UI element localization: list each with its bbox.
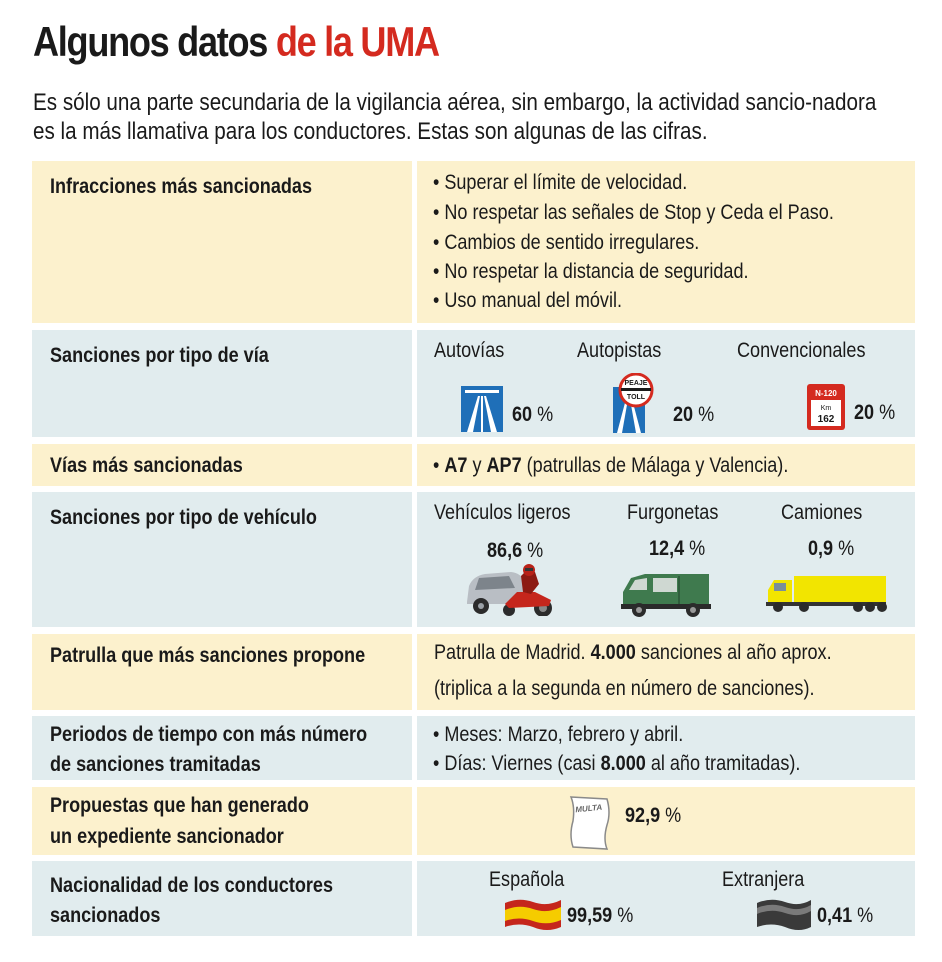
- row-nacionalidad: Nacionalidad de los conductores sanciona…: [32, 861, 915, 936]
- list-item: • Días: Viernes (casi 8.000 al año trami…: [433, 752, 801, 775]
- espanola-value: 99,59 %: [567, 904, 634, 927]
- extranjera-value: 0,41 %: [817, 904, 874, 927]
- convencionales-label: Convencionales: [737, 339, 866, 362]
- row-label: Infracciones más sancionadas: [50, 175, 312, 198]
- patrulla-line1: Patrulla de Madrid. 4.000 sanciones al a…: [434, 641, 832, 664]
- furgonetas-value: 12,4 %: [649, 537, 706, 560]
- page-title: Algunos datos de la UMA: [33, 18, 440, 66]
- highway-icon: [461, 386, 503, 432]
- title-accent: de la UMA: [275, 18, 440, 65]
- patrulla-line2: (triplica a la segunda en número de sanc…: [434, 677, 815, 700]
- list-item: • No respetar las señales de Stop y Ceda…: [433, 201, 834, 224]
- row-label: Periodos de tiempo con más número: [50, 723, 368, 746]
- convencionales-value: 20 %: [854, 401, 896, 424]
- road-sign-icon: N-120 Km 162: [807, 384, 845, 430]
- row-label-line2: un expediente sancionador: [50, 825, 284, 848]
- row-tipo-vehiculo: Sanciones por tipo de vehículo Vehículos…: [32, 492, 915, 627]
- autopistas-value: 20 %: [673, 403, 715, 426]
- list-item: • Uso manual del móvil.: [433, 289, 623, 312]
- truck-icon: [766, 576, 887, 612]
- propuestas-value: 92,9 %: [625, 804, 682, 827]
- autopistas-label: Autopistas: [577, 339, 662, 362]
- list-item: • Superar el límite de velocidad.: [433, 171, 688, 194]
- ticket-text: MULTA: [575, 803, 603, 815]
- row-periodos: Periodos de tiempo con más número de san…: [32, 716, 915, 780]
- autovias-label: Autovías: [434, 339, 505, 362]
- row-infracciones: Infracciones más sancionadas • Superar e…: [32, 161, 915, 323]
- row-label: Sanciones por tipo de vía: [50, 344, 269, 367]
- row-tipo-via: Sanciones por tipo de vía Autovías 60 % …: [32, 330, 915, 437]
- toll-sign-bottom: TOLL: [627, 394, 646, 401]
- van-icon: [621, 574, 711, 617]
- row-label: Propuestas que han generado: [50, 794, 309, 817]
- row-patrulla: Patrulla que más sanciones propone Patru…: [32, 634, 915, 710]
- road-sign-number: 162: [818, 414, 835, 425]
- camiones-value: 0,9 %: [808, 537, 855, 560]
- row-label-line2: sancionados: [50, 904, 161, 927]
- row-label: Nacionalidad de los conductores: [50, 874, 334, 897]
- list-item: • Meses: Marzo, febrero y abril.: [433, 723, 684, 746]
- row-label: Vías más sancionadas: [50, 454, 243, 477]
- row-vias: Vías más sancionadas • A7 y AP7 (patrull…: [32, 444, 915, 486]
- road-sign-km: Km: [821, 405, 832, 412]
- vias-text: • A7 y AP7 (patrullas de Málaga y Valenc…: [433, 454, 789, 477]
- row-label: Patrulla que más sanciones propone: [50, 644, 366, 667]
- espanola-label: Española: [489, 868, 565, 891]
- ligeros-value: 86,6 %: [487, 539, 544, 562]
- intro-text: Es sólo una parte secundaria de la vigil…: [33, 89, 877, 145]
- spain-flag-icon: [505, 899, 561, 930]
- row-label: Sanciones por tipo de vehículo: [50, 506, 317, 529]
- extranjera-label: Extranjera: [722, 868, 805, 891]
- list-item: • No respetar la distancia de seguridad.: [433, 260, 749, 283]
- ticket-icon: MULTA: [569, 796, 610, 850]
- toll-highway-icon: PEAJE TOLL: [613, 373, 654, 433]
- camiones-label: Camiones: [781, 501, 863, 524]
- road-sign-code: N-120: [815, 389, 837, 398]
- car-motorbike-icon: [467, 564, 552, 616]
- foreign-flag-icon: [757, 899, 811, 930]
- furgonetas-label: Furgonetas: [627, 501, 719, 524]
- toll-sign-top: PEAJE: [625, 380, 648, 387]
- autovias-value: 60 %: [512, 403, 554, 426]
- row-label-line2: de sanciones tramitadas: [50, 753, 261, 776]
- title-main: Algunos datos: [33, 18, 276, 65]
- row-propuestas: Propuestas que han generado un expedient…: [32, 787, 915, 855]
- ligeros-label: Vehículos ligeros: [434, 501, 571, 524]
- list-item: • Cambios de sentido irregulares.: [433, 231, 700, 254]
